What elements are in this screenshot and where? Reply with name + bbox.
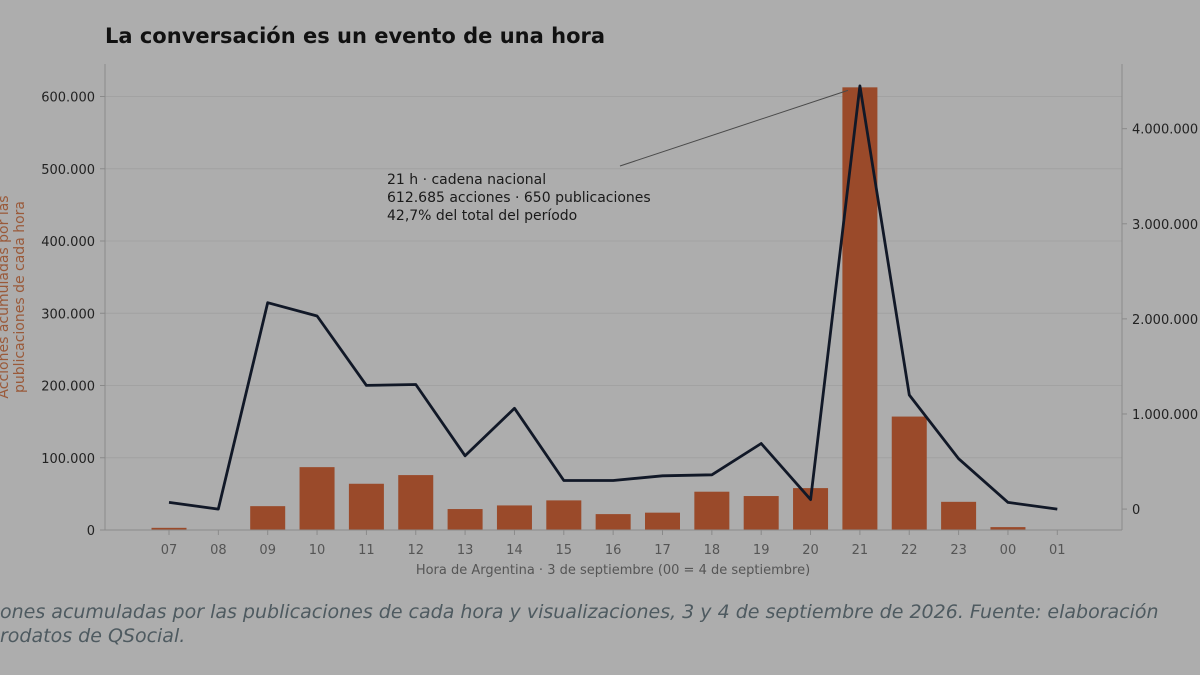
line-series-path [168, 84, 1058, 511]
bar-00 [990, 527, 1026, 530]
line-series [168, 84, 1058, 511]
x-tick-label: 23 [950, 543, 967, 558]
caption-line-2: rodatos de QSocial. [0, 625, 186, 647]
x-tick-label: 18 [704, 543, 721, 558]
y-right-tick-label: 1.000.000 [1132, 408, 1198, 423]
y-left-tick-label: 500.000 [41, 163, 95, 178]
x-tick-label: 14 [506, 543, 523, 558]
annotation-arrow [619, 89, 849, 167]
bar-17 [645, 512, 680, 530]
x-tick-label: 20 [802, 543, 819, 558]
bar-11 [348, 483, 384, 530]
x-tick-label: 09 [259, 543, 276, 558]
annotation-line: 21 h · cadena nacional [387, 172, 546, 188]
y-left-tick-label: 300.000 [41, 307, 95, 322]
annotation-line: 42,7% del total del período [387, 208, 577, 224]
y-left-tick-label: 600.000 [41, 91, 95, 106]
annotation-line: 612.685 acciones · 650 publicaciones [387, 190, 651, 206]
x-tick-label: 17 [654, 543, 671, 558]
grid [105, 96, 1122, 459]
x-axis-label: Hora de Argentina · 3 de septiembre (00 … [416, 563, 810, 578]
caption: ones acumuladas por las publicaciones de… [0, 600, 1200, 648]
x-tick-label: 08 [210, 543, 227, 558]
x-tick-label: 10 [309, 543, 326, 558]
y-left-tick-label: 0 [87, 524, 95, 539]
bar-09 [250, 506, 286, 530]
bar-13 [447, 509, 483, 530]
right-axis-ticks: 0 1.000.000 2.000.000 3.000.000 4.000.000 [1122, 123, 1198, 518]
y-right-tick-label: 0 [1132, 503, 1140, 518]
y-left-tick-label: 100.000 [41, 452, 95, 467]
x-tick-label: 22 [901, 543, 918, 558]
bar-15 [546, 500, 582, 530]
bar-22 [891, 416, 927, 530]
bar-14 [496, 505, 532, 530]
x-tick-label: 16 [605, 543, 622, 558]
x-tick-label: 12 [407, 543, 424, 558]
x-tick-label: 07 [161, 543, 178, 558]
bar-07 [151, 527, 187, 530]
y-axis-label-left-line: Acciones acumuladas por las [0, 195, 12, 398]
left-axis-ticks: 0 100.000 200.000 300.000 400.000 500.000 600.… [41, 91, 105, 539]
x-tick-label: 01 [1049, 543, 1066, 558]
axes [104, 64, 1123, 531]
bar-19 [743, 496, 779, 530]
bar-12 [398, 475, 434, 530]
chart-title: La conversación es un evento de una hora [105, 24, 605, 48]
bar-16 [595, 514, 631, 530]
x-tick-label: 21 [852, 543, 869, 558]
y-right-tick-label: 2.000.000 [1132, 313, 1198, 328]
caption-line-1: ones acumuladas por las publicaciones de… [0, 601, 1159, 623]
x-tick-label: 19 [753, 543, 770, 558]
annotation: 21 h · cadena nacional 612.685 acciones ·… [387, 89, 849, 224]
bar-18 [694, 491, 730, 530]
x-tick-label: 13 [457, 543, 474, 558]
x-tick-label: 15 [556, 543, 573, 558]
y-axis-label-left: Acciones acumuladas por las publicaciones… [0, 195, 28, 398]
x-tick-label: 00 [1000, 543, 1017, 558]
x-axis-ticks: 07 08 09 10 11 12 13 14 15 16 17 18 19 20 21 22 23 00 01 [161, 530, 1066, 558]
y-right-tick-label: 4.000.000 [1132, 123, 1198, 138]
y-left-tick-label: 200.000 [41, 380, 95, 395]
y-axis-label-left-line: publicaciones de cada hora [12, 201, 28, 393]
chart: La conversación es un evento de una hora… [0, 24, 1198, 578]
y-left-tick-label: 400.000 [41, 235, 95, 250]
bar-23 [941, 501, 977, 530]
x-tick-label: 11 [358, 543, 375, 558]
y-right-tick-label: 3.000.000 [1132, 218, 1198, 233]
bar-10 [299, 467, 335, 530]
